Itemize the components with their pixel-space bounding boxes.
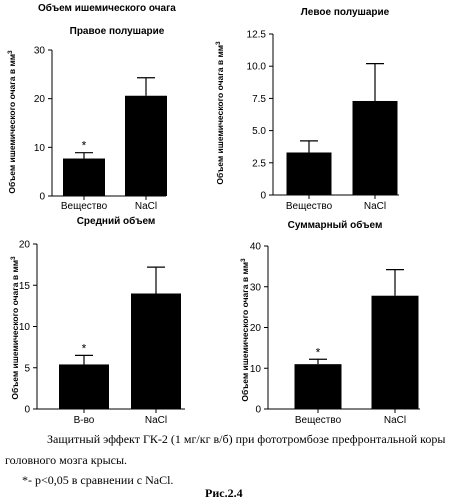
x-tick-label: Вещество — [295, 415, 342, 426]
y-tick-label: 15 — [19, 281, 31, 292]
chart-title: Правое полушарие — [70, 26, 165, 37]
y-tick-label: 30 — [250, 282, 262, 293]
significance-star: * — [82, 139, 87, 153]
y-tick-label: 30 — [34, 46, 46, 57]
figure-main-title: Объем ишемического очага — [38, 3, 176, 14]
y-tick-label: 10 — [250, 364, 262, 375]
bar-1 — [59, 364, 109, 409]
caption-line-1: Защитный эффект ГК-2 (1 мг/кг в/б) при ф… — [47, 432, 446, 446]
y-tick-label: 40 — [250, 242, 262, 253]
caption-significance-note: *- p<0,05 в сравнении с NaCl. — [22, 473, 174, 487]
x-tick-label: NaCl — [384, 415, 406, 426]
figure-label: Рис.2.4 — [205, 486, 243, 500]
y-tick-label: 2.5 — [252, 158, 266, 169]
y-axis-label: Объем ишемического очага в мм3 — [215, 41, 226, 185]
y-tick-label: 20 — [19, 240, 31, 251]
chart-panel-1: Правое полушарие 0 10 20 30 Объем ишемическог… — [7, 26, 167, 212]
bar-2 — [131, 293, 181, 409]
chart-panel-2: Левое полушарие 0 2.5 5.0 7.5 10.0 12.5 Объем и… — [215, 7, 399, 212]
chart-panel-3: Средний объем 0 5 10 15 20 Объем ишемического … — [10, 215, 185, 426]
bar-1 — [294, 364, 342, 409]
y-tick-label: 7.5 — [252, 94, 266, 105]
y-tick-label: 5.0 — [252, 126, 266, 137]
y-tick-label: 5 — [24, 363, 30, 374]
x-tick-label: В-во — [74, 415, 95, 426]
y-axis-label: Объем ишемического очага в мм3 — [240, 258, 251, 402]
bar-1 — [63, 158, 105, 196]
y-tick-label: 0 — [24, 405, 30, 416]
bar-2 — [371, 295, 419, 409]
x-tick-label: NaCl — [364, 201, 386, 212]
y-axis-label: Объем ишемического очага в мм3 — [10, 256, 21, 400]
bar-2 — [352, 100, 398, 195]
y-tick-label: 0 — [255, 405, 261, 416]
chart-title: Левое полушарие — [301, 7, 390, 18]
chart-title: Суммарный объем — [288, 219, 383, 231]
significance-star: * — [82, 341, 87, 355]
bar-2 — [125, 95, 167, 196]
bar-1 — [286, 152, 332, 195]
x-tick-label: NaCl — [135, 201, 157, 212]
y-tick-label: 0 — [260, 191, 266, 202]
x-tick-label: Вещество — [286, 201, 333, 212]
x-tick-label: Вещество — [61, 201, 108, 212]
caption-line-2: головного мозга крысы. — [5, 453, 128, 467]
y-tick-label: 10 — [34, 143, 46, 154]
y-tick-label: 10.0 — [247, 62, 267, 73]
chart-title: Средний объем — [77, 215, 156, 227]
y-axis-label: Объем ишемического очага в мм3 — [7, 50, 18, 194]
y-tick-label: 0 — [39, 192, 45, 203]
significance-star: * — [316, 345, 321, 359]
chart-panel-4: Суммарный объем 0 10 20 30 40 Объем ишемическо… — [240, 219, 420, 426]
x-tick-label: NaCl — [145, 415, 167, 426]
y-tick-label: 20 — [250, 323, 262, 334]
y-tick-label: 10 — [19, 322, 31, 333]
y-tick-label: 12.5 — [247, 30, 267, 41]
y-tick-label: 20 — [34, 94, 46, 105]
